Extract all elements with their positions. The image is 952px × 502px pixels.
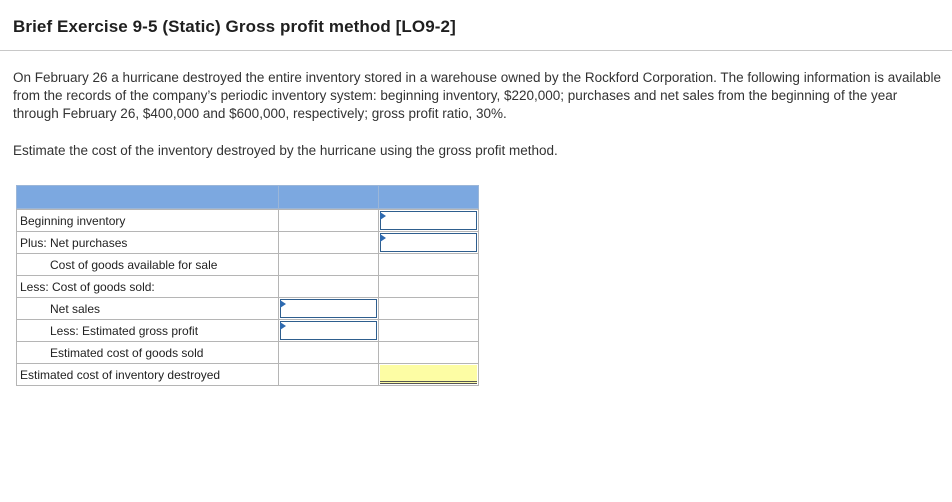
- row-inventory-destroyed: Estimated cost of inventory destroyed: [16, 363, 479, 386]
- row-beginning-inventory: Beginning inventory: [16, 209, 479, 232]
- worksheet-header-row: [16, 185, 479, 209]
- amount-cell: [278, 253, 379, 276]
- row-cost-goods-available: Cost of goods available for sale: [16, 253, 479, 276]
- amount-cell: [278, 319, 379, 342]
- amount-cell: [278, 275, 379, 298]
- amount-cell: [378, 297, 479, 320]
- row-label: Cost of goods available for sale: [16, 253, 279, 276]
- beginning-inventory-input[interactable]: [380, 211, 477, 230]
- amount-cell: [278, 341, 379, 364]
- row-label: Less: Estimated gross profit: [16, 319, 279, 342]
- row-label: Plus: Net purchases: [16, 231, 279, 254]
- row-label: Estimated cost of inventory destroyed: [16, 363, 279, 386]
- amount-cell: [378, 341, 479, 364]
- amount-cell: [378, 319, 479, 342]
- net-sales-input[interactable]: [280, 299, 377, 318]
- problem-instruction: Estimate the cost of the inventory destr…: [13, 143, 558, 158]
- amount-cell: [378, 209, 479, 232]
- page-title: Brief Exercise 9-5 (Static) Gross profit…: [13, 17, 456, 36]
- row-estimated-cogs: Estimated cost of goods sold: [16, 341, 479, 364]
- header-cell-amount-1: [278, 185, 379, 209]
- row-label: Net sales: [16, 297, 279, 320]
- row-label: Less: Cost of goods sold:: [16, 275, 279, 298]
- row-net-purchases: Plus: Net purchases: [16, 231, 479, 254]
- inventory-destroyed-answer-field[interactable]: [380, 365, 477, 384]
- amount-cell: [378, 363, 479, 386]
- header-cell-amount-2: [378, 185, 479, 209]
- amount-cell: [278, 231, 379, 254]
- row-gross-profit: Less: Estimated gross profit: [16, 319, 479, 342]
- amount-cell: [278, 363, 379, 386]
- row-less-cogs: Less: Cost of goods sold:: [16, 275, 479, 298]
- amount-cell: [278, 209, 379, 232]
- title-divider: [0, 50, 952, 51]
- row-label: Estimated cost of goods sold: [16, 341, 279, 364]
- row-label: Beginning inventory: [16, 209, 279, 232]
- row-net-sales: Net sales: [16, 297, 479, 320]
- amount-cell: [278, 297, 379, 320]
- net-purchases-input[interactable]: [380, 233, 477, 252]
- amount-cell: [378, 253, 479, 276]
- worksheet-table: Beginning inventory Plus: Net purchases …: [16, 185, 479, 386]
- header-cell-label: [16, 185, 279, 209]
- amount-cell: [378, 231, 479, 254]
- amount-cell: [378, 275, 479, 298]
- problem-description: On February 26 a hurricane destroyed the…: [13, 70, 942, 121]
- gross-profit-input[interactable]: [280, 321, 377, 340]
